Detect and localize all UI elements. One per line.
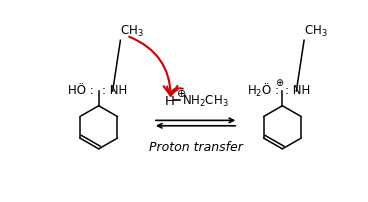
Text: HÖ :: HÖ : xyxy=(68,84,94,97)
Text: $\oplus$: $\oplus$ xyxy=(177,88,187,99)
Text: CH$_3$: CH$_3$ xyxy=(120,24,144,39)
Text: $\oplus$: $\oplus$ xyxy=(275,77,284,88)
Text: H: H xyxy=(164,94,174,107)
Text: CH$_3$: CH$_3$ xyxy=(304,24,328,39)
FancyArrowPatch shape xyxy=(129,38,177,96)
Text: H$_2$Ö :: H$_2$Ö : xyxy=(247,82,279,99)
Text: : NH: : NH xyxy=(102,84,127,97)
Text: : NH: : NH xyxy=(286,84,311,97)
Text: Proton transfer: Proton transfer xyxy=(149,140,243,153)
Text: NH$_2$CH$_3$: NH$_2$CH$_3$ xyxy=(182,93,228,108)
FancyArrowPatch shape xyxy=(167,87,183,95)
